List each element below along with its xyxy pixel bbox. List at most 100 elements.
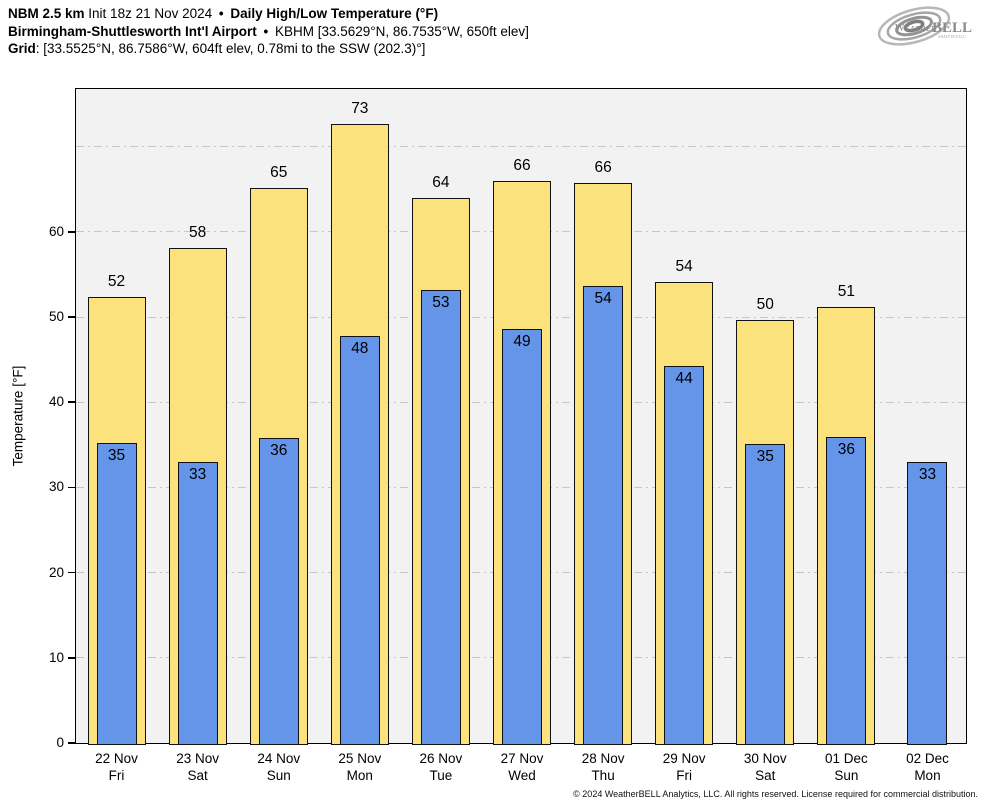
station-name: Birmingham-Shuttlesworth Int'l Airport bbox=[8, 23, 257, 39]
bullet-separator: • bbox=[218, 6, 224, 21]
x-label-date: 30 Nov bbox=[743, 751, 787, 766]
low-value-label: 53 bbox=[432, 293, 450, 311]
low-value-label: 33 bbox=[189, 465, 207, 483]
high-value-label: 50 bbox=[756, 295, 774, 313]
weatherbell-logo: WEATHER BELL ANALYTICS LLC bbox=[872, 4, 976, 48]
y-tick-40 bbox=[68, 401, 76, 404]
y-axis-title: Temperature [°F] bbox=[10, 365, 26, 467]
low-value-label: 54 bbox=[594, 289, 612, 307]
x-tick-label-28-Nov: 28 Nov Thu bbox=[558, 751, 648, 784]
y-tick-60 bbox=[68, 231, 76, 233]
x-label-date: 29 Nov bbox=[662, 751, 706, 766]
low-value-label: 35 bbox=[107, 447, 126, 465]
bar-low-02-Dec bbox=[907, 461, 948, 745]
bar-low-24-Nov bbox=[258, 438, 299, 745]
x-tick-label-02-Dec: 02 Dec Mon bbox=[882, 751, 972, 784]
high-value-label: 73 bbox=[351, 99, 369, 117]
high-value-label: 66 bbox=[594, 159, 612, 177]
x-label-day: Thu bbox=[591, 767, 615, 783]
x-tick-label-25-Nov: 25 Nov Mon bbox=[315, 751, 405, 784]
bar-low-22-Nov bbox=[96, 443, 137, 745]
y-tick-label-40: 40 bbox=[48, 394, 64, 410]
low-value-label: 48 bbox=[351, 339, 369, 357]
bar-low-30-Nov bbox=[745, 443, 786, 745]
y-tick-label-0: 0 bbox=[56, 735, 64, 750]
x-label-day: Sun bbox=[266, 767, 291, 783]
bar-low-01-Dec bbox=[826, 437, 867, 745]
y-tick-label-30: 30 bbox=[48, 479, 64, 495]
x-tick-label-22-Nov: 22 Nov Fri bbox=[72, 751, 162, 784]
x-label-date: 23 Nov bbox=[176, 751, 220, 766]
x-label-day: Sun bbox=[834, 767, 859, 783]
y-tick-label-10: 10 bbox=[48, 649, 64, 665]
logo-sub-text: ANALYTICS LLC bbox=[938, 35, 966, 39]
low-value-label: 44 bbox=[675, 370, 693, 388]
gridline-70 bbox=[76, 146, 966, 148]
y-tick-0 bbox=[68, 742, 76, 744]
x-tick-label-01-Dec: 01 Dec Sun bbox=[801, 751, 891, 784]
x-label-day: Tue bbox=[429, 767, 453, 783]
x-label-day: Mon bbox=[914, 767, 941, 783]
y-tick-50 bbox=[68, 316, 76, 318]
low-value-label: 36 bbox=[837, 441, 855, 459]
swirl-icon: WEATHER BELL ANALYTICS LLC bbox=[877, 6, 972, 46]
model-name: NBM 2.5 km bbox=[8, 6, 85, 21]
low-value-label: 33 bbox=[918, 465, 937, 483]
y-tick-label-20: 20 bbox=[48, 564, 64, 580]
bar-low-25-Nov bbox=[339, 335, 380, 745]
x-label-date: 01 Dec bbox=[824, 751, 868, 766]
bar-low-26-Nov bbox=[420, 289, 461, 745]
grid-meta: : [33.5525°N, 86.7586°W, 604ft elev, 0.7… bbox=[35, 41, 426, 56]
plot-area: 0 10 20 30 40 50 60 52 35 22 Nov Fri 58 33 23 Nov Sat 6… bbox=[49, 88, 967, 783]
station-meta: KBHM [33.5629°N, 86.7535°W, 650ft elev] bbox=[274, 23, 529, 39]
x-label-day: Sat bbox=[187, 767, 208, 783]
high-value-label: 64 bbox=[432, 173, 450, 191]
x-label-date: 24 Nov bbox=[257, 751, 301, 766]
low-value-label: 36 bbox=[270, 442, 288, 460]
y-tick-label-60: 60 bbox=[48, 223, 64, 239]
x-tick-label-26-Nov: 26 Nov Tue bbox=[396, 751, 486, 784]
title-line-3: Grid: [33.5525°N, 86.7586°W, 604ft elev,… bbox=[8, 40, 848, 58]
high-value-label: 51 bbox=[837, 282, 855, 300]
logo-word-bell: BELL bbox=[932, 20, 972, 36]
high-value-label: 58 bbox=[189, 224, 207, 242]
grid-label: Grid bbox=[8, 41, 36, 56]
high-value-label: 54 bbox=[675, 258, 693, 276]
x-label-day: Wed bbox=[508, 767, 536, 783]
x-label-date: 28 Nov bbox=[581, 751, 625, 766]
low-value-label: 35 bbox=[756, 447, 774, 465]
y-tick-10 bbox=[68, 657, 76, 659]
x-tick-label-27-Nov: 27 Nov Wed bbox=[477, 751, 567, 784]
logo-word-weather: WEATHER bbox=[895, 23, 937, 34]
x-label-day: Sat bbox=[755, 767, 776, 783]
bar-low-27-Nov bbox=[502, 328, 542, 745]
title-line-2: Birmingham-Shuttlesworth Int'l Airport •… bbox=[8, 23, 848, 41]
title-line-1: NBM 2.5 km Init 18z 21 Nov 2024 • Daily … bbox=[8, 5, 848, 23]
low-value-label: 49 bbox=[513, 332, 531, 350]
high-value-label: 65 bbox=[270, 163, 288, 181]
x-label-date: 22 Nov bbox=[95, 751, 138, 766]
y-tick-label-50: 50 bbox=[48, 309, 64, 325]
x-tick-label-29-Nov: 29 Nov Fri bbox=[639, 751, 729, 784]
bar-low-29-Nov bbox=[664, 366, 705, 745]
high-value-label: 52 bbox=[107, 273, 126, 291]
x-tick-label-30-Nov: 30 Nov Sat bbox=[720, 751, 810, 784]
x-tick-label-24-Nov: 24 Nov Sun bbox=[234, 751, 324, 784]
product-title: Daily High/Low Temperature (°F) bbox=[230, 6, 439, 21]
x-label-date: 02 Dec bbox=[906, 751, 949, 766]
x-label-day: Mon bbox=[346, 767, 373, 783]
header: NBM 2.5 km Init 18z 21 Nov 2024 • Daily … bbox=[8, 5, 848, 58]
x-label-date: 26 Nov bbox=[419, 751, 463, 766]
x-tick-label-23-Nov: 23 Nov Sat bbox=[153, 751, 243, 784]
y-tick-30 bbox=[68, 486, 76, 489]
init-time: Init 18z 21 Nov 2024 bbox=[88, 6, 213, 21]
bar-low-28-Nov bbox=[583, 285, 624, 745]
x-label-day: Fri bbox=[676, 767, 693, 783]
x-label-date: 25 Nov bbox=[338, 751, 382, 766]
copyright-text: © 2024 WeatherBELL Analytics, LLC. All r… bbox=[573, 789, 978, 799]
x-label-day: Fri bbox=[108, 767, 125, 783]
y-tick-20 bbox=[68, 571, 76, 574]
x-label-date: 27 Nov bbox=[500, 751, 544, 766]
bullet-separator: • bbox=[263, 23, 269, 39]
